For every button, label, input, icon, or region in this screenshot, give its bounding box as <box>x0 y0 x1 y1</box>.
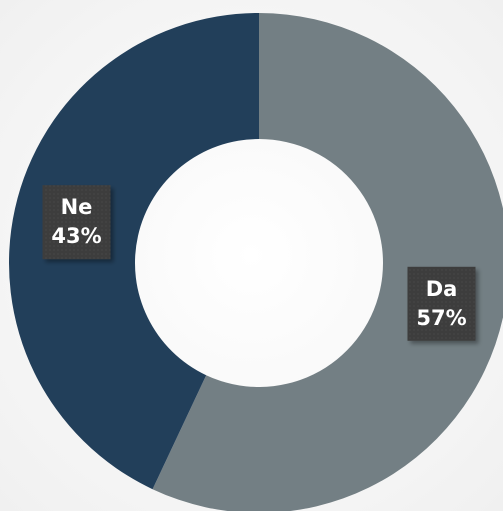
slice-category-label: Ne <box>61 195 93 219</box>
label-box <box>42 185 111 260</box>
label-box <box>407 266 476 341</box>
donut-slice <box>152 13 503 511</box>
donut-slice <box>9 13 260 490</box>
slice-value-label: 57% <box>416 306 466 330</box>
slice-category-label: Da <box>426 277 458 301</box>
slice-value-label: 43% <box>51 224 101 248</box>
